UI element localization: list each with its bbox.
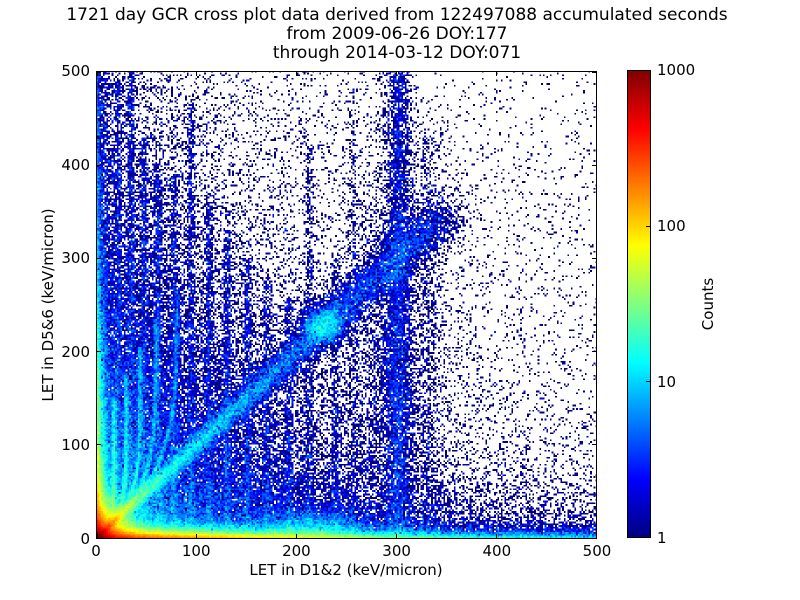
y-tick-label-500: 500 xyxy=(61,62,90,80)
colorbar-tick-100 xyxy=(646,225,650,227)
x-tick-200-top xyxy=(296,72,298,76)
x-tick-300-bottom xyxy=(395,534,397,538)
colorbar xyxy=(627,70,651,538)
y-tick-300-right xyxy=(592,257,596,259)
x-tick-label-300: 300 xyxy=(382,542,411,560)
density-scatter-canvas xyxy=(96,71,597,539)
y-tick-100-left xyxy=(97,444,101,446)
x-tick-label-500: 500 xyxy=(582,542,612,560)
chart-title-line-1: 1721 day GCR cross plot data derived fro… xyxy=(66,5,728,25)
x-tick-400-bottom xyxy=(495,534,497,538)
y-tick-200-left xyxy=(97,351,101,353)
x-tick-0-bottom xyxy=(96,534,98,538)
colorbar-tick-label-1000: 1000 xyxy=(657,61,696,79)
chart-title: 1721 day GCR cross plot data derived fro… xyxy=(0,6,794,63)
y-tick-100-right xyxy=(592,444,596,446)
y-axis-label: LET in D5&6 (keV/micron) xyxy=(39,208,57,402)
colorbar-tick-label-100: 100 xyxy=(657,217,686,235)
x-tick-label-400: 400 xyxy=(482,542,512,560)
chart-title-line-2: from 2009-06-26 DOY:177 xyxy=(286,24,508,44)
y-tick-300-left xyxy=(97,257,101,259)
y-tick-label-0: 0 xyxy=(80,530,90,548)
colorbar-tick-label-1: 1 xyxy=(657,529,667,547)
y-tick-label-100: 100 xyxy=(61,436,90,455)
x-tick-300-top xyxy=(395,72,397,76)
x-tick-label-100: 100 xyxy=(181,542,211,560)
x-tick-400-top xyxy=(495,72,497,76)
x-tick-label-0: 0 xyxy=(91,542,101,560)
x-tick-label-200: 200 xyxy=(282,542,311,560)
colorbar-tick-label-10: 10 xyxy=(657,373,677,391)
y-tick-500-right xyxy=(592,71,596,73)
x-tick-500-top xyxy=(595,72,597,76)
y-tick-500-left xyxy=(97,71,101,73)
y-tick-label-300: 300 xyxy=(61,249,90,268)
x-tick-0-top xyxy=(96,72,98,76)
colorbar-label: Counts xyxy=(699,277,717,331)
x-tick-200-bottom xyxy=(296,534,298,538)
y-tick-0-right xyxy=(592,537,596,539)
colorbar-tick-10 xyxy=(646,381,650,383)
plot-frame xyxy=(96,71,597,539)
x-tick-500-bottom xyxy=(595,534,597,538)
y-tick-400-left xyxy=(97,164,101,166)
x-tick-100-bottom xyxy=(196,534,198,538)
x-axis-label: LET in D1&2 (keV/micron) xyxy=(249,561,443,579)
chart-title-line-3: through 2014-03-12 DOY:071 xyxy=(272,43,522,63)
y-tick-0-left xyxy=(97,537,101,539)
y-tick-label-200: 200 xyxy=(61,342,90,361)
y-tick-400-right xyxy=(592,164,596,166)
y-tick-200-right xyxy=(592,351,596,353)
x-tick-100-top xyxy=(196,72,198,76)
y-tick-label-400: 400 xyxy=(61,155,90,174)
